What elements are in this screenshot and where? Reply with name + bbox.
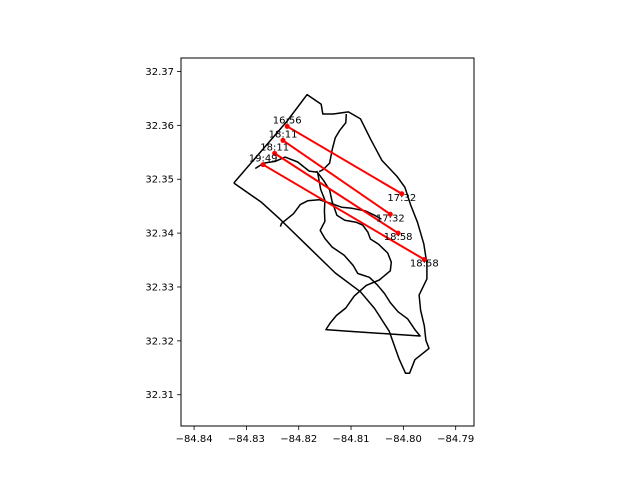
y-tick-label-7: 32.37	[145, 67, 174, 78]
track-end-label-4: 18:58	[410, 259, 439, 270]
x-tick-label-3: −84.82	[280, 434, 317, 445]
track-start-label-4: 19:49	[249, 154, 278, 165]
y-tick-label-5: 32.35	[145, 175, 174, 186]
track-start-label-1: 16:56	[273, 115, 302, 126]
y-tick-label-1: 32.31	[145, 390, 174, 401]
track-line-3	[274, 152, 399, 234]
boundaries-layer	[233, 93, 430, 374]
x-tick-label-1: −84.84	[176, 434, 213, 445]
y-tick-label-2: 32.32	[145, 336, 174, 347]
y-axis: 32.31 32.32 32.33 32.34 32.35 32.36 32.37	[145, 67, 181, 401]
y-tick-label-3: 32.33	[145, 282, 174, 293]
axes-frame	[180, 57, 475, 427]
track-end-marker-1	[399, 191, 405, 197]
track-start-marker-2	[280, 137, 286, 143]
track-start-label-3: 18:11	[260, 142, 289, 153]
track-end-marker-3	[395, 230, 401, 236]
track-end-label-1: 17:32	[387, 193, 416, 204]
boundary-line-1	[233, 93, 430, 374]
x-tick-label-5: −84.80	[385, 434, 422, 445]
x-axis: −84.84 −84.83 −84.82 −84.81 −84.80 −84.79	[176, 426, 474, 445]
track-line-4	[262, 163, 425, 261]
y-tick-label-6: 32.36	[145, 121, 174, 132]
track-start-label-2: 18:11	[269, 129, 298, 140]
x-tick-label-6: −84.79	[437, 434, 474, 445]
track-end-label-3: 18:58	[384, 232, 413, 243]
track-end-marker-2	[387, 211, 393, 217]
track-end-marker-4	[421, 257, 427, 263]
track-line-1	[286, 125, 403, 195]
y-tick-label-4: 32.34	[145, 229, 174, 240]
track-line-2	[282, 139, 391, 216]
track-start-marker-3	[272, 150, 278, 156]
x-tick-label-2: −84.83	[228, 434, 265, 445]
labels-layer: 16:56 17:32 18:11 17:32 18:11 18:58 19:49 18:58	[249, 115, 439, 269]
track-start-marker-1	[284, 123, 290, 129]
boundary-line-2	[254, 156, 421, 337]
tracks-layer	[260, 123, 427, 263]
x-tick-label-4: −84.81	[333, 434, 370, 445]
track-start-marker-4	[260, 162, 266, 168]
track-end-label-2: 17:32	[376, 213, 405, 224]
